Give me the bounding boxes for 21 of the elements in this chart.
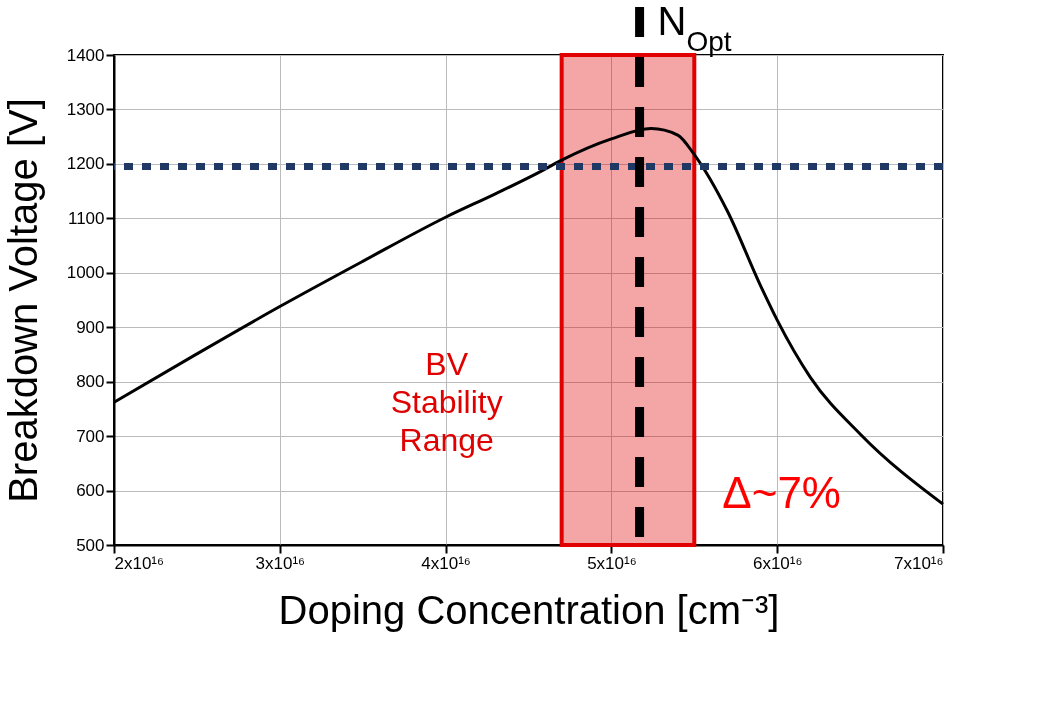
x-tick-label: 2x10¹⁶ — [114, 553, 165, 573]
y-tick-label: 500 — [76, 535, 105, 555]
x-tick-label: 6x10¹⁶ — [752, 553, 803, 573]
x-tick-label: 5x10¹⁶ — [587, 553, 637, 573]
y-tick-label: 1200 — [66, 154, 105, 174]
annotation: Δ~7% — [722, 468, 841, 517]
x-axis-title: Doping Concentration [cm⁻³] — [278, 587, 780, 632]
y-tick-label: 600 — [76, 481, 105, 501]
y-tick-label: 1100 — [67, 208, 105, 228]
y-tick-label: 700 — [76, 426, 105, 446]
band-label: BV Stability Range — [390, 346, 503, 458]
ref-line-label: N$_{Opt}$ — [657, 0, 732, 57]
y-tick-label: 1400 — [66, 45, 105, 65]
y-tick-label: 800 — [76, 372, 105, 392]
y-tick-label: 1300 — [66, 99, 105, 119]
y-axis-title: Breakdown Voltage [V] — [0, 98, 45, 503]
y-tick-label: 900 — [76, 317, 105, 337]
x-tick-label: 7x10¹⁶ — [893, 553, 944, 573]
x-tick-label: 3x10¹⁶ — [255, 553, 306, 573]
y-tick-label: 1000 — [66, 263, 105, 283]
x-tick-label: 4x10¹⁶ — [421, 553, 471, 573]
